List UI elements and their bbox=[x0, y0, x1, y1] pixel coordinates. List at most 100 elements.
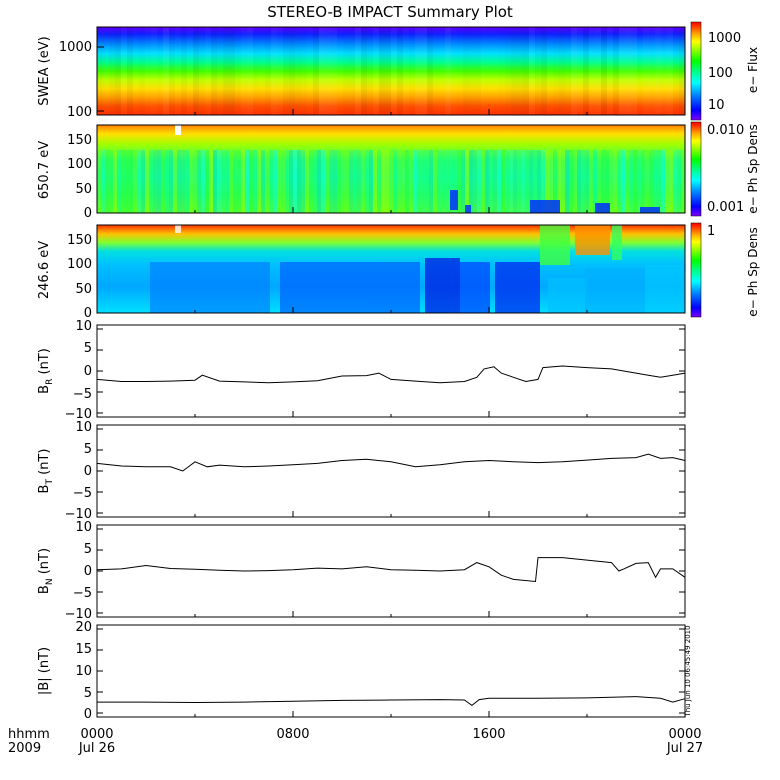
swea-bin bbox=[277, 27, 283, 115]
swea-bin bbox=[343, 27, 349, 115]
swea-bin bbox=[193, 27, 199, 115]
bn-panel: 10 5 0 −5 −10 BN (nT) bbox=[37, 520, 686, 622]
pad650-bin bbox=[625, 150, 629, 213]
swea-bin bbox=[337, 27, 343, 115]
pad650-bin bbox=[465, 205, 471, 213]
pad650-bin bbox=[617, 150, 621, 213]
pad650-bin bbox=[269, 150, 273, 213]
pad650-bin bbox=[293, 150, 297, 213]
bmag-ytick-label: 20 bbox=[75, 620, 92, 635]
swea-colorbar bbox=[690, 21, 702, 121]
pad650-bin bbox=[217, 150, 221, 213]
swea-bin bbox=[445, 27, 451, 115]
pad650-bin bbox=[621, 150, 625, 213]
swea-bin bbox=[481, 27, 487, 115]
pad650-cbar-label: e− Ph Sp Dens bbox=[746, 124, 760, 213]
swea-cbar-label: e− Flux bbox=[746, 47, 760, 93]
swea-bin bbox=[427, 27, 433, 115]
swea-bin bbox=[595, 27, 601, 115]
pad650-bin bbox=[233, 150, 237, 213]
pad650-bin bbox=[677, 150, 681, 213]
pad650-bin bbox=[157, 150, 161, 213]
swea-bin bbox=[247, 27, 253, 115]
pad650-bin bbox=[281, 150, 285, 213]
pad650-bin bbox=[173, 150, 177, 213]
swea-bin bbox=[127, 27, 133, 115]
pad650-panel: 150 100 50 0 650.7 eV 0.010 0.001 e− Ph … bbox=[37, 121, 760, 221]
swea-bin bbox=[349, 27, 355, 115]
br-panel: 10 5 0 −5 −10 BR (nT) bbox=[37, 319, 686, 422]
bn-ylabel: BN (nT) bbox=[37, 548, 55, 594]
pad650-bin bbox=[309, 150, 313, 213]
pad650-bin bbox=[141, 150, 145, 213]
pad246-cbar-tick: 1 bbox=[707, 224, 715, 239]
pad246-cbar-label: e− Ph Sp Dens bbox=[746, 227, 760, 316]
hhmm-label: hhmm bbox=[8, 727, 50, 742]
swea-bin bbox=[403, 27, 409, 115]
bn-ytick-label: −5 bbox=[73, 586, 92, 601]
swea-bin bbox=[211, 27, 217, 115]
pad650-bin bbox=[537, 150, 541, 213]
pad650-bin bbox=[425, 150, 429, 213]
pad650-bin bbox=[477, 150, 481, 213]
pad650-bin bbox=[273, 150, 277, 213]
pad650-bin bbox=[449, 150, 453, 213]
pad246-ytick-label: 50 bbox=[75, 282, 92, 297]
pad246-bin bbox=[460, 262, 490, 313]
swea-texture bbox=[103, 27, 685, 115]
pad650-bin bbox=[265, 150, 269, 213]
pad650-bin bbox=[517, 150, 521, 213]
swea-bin bbox=[133, 27, 139, 115]
pad650-bin bbox=[489, 150, 493, 213]
pad650-bin bbox=[661, 150, 665, 213]
pad650-bin bbox=[321, 150, 325, 213]
bn-ticks bbox=[97, 528, 685, 614]
pad650-bin bbox=[405, 150, 409, 213]
xtick-date-label: Jul 27 bbox=[666, 741, 703, 756]
br-ytick-label: 10 bbox=[75, 319, 92, 334]
pad650-bin bbox=[113, 150, 117, 213]
pad650-bin bbox=[553, 150, 557, 213]
swea-bin bbox=[571, 27, 577, 115]
bmag-frame bbox=[96, 624, 686, 718]
pad650-bin bbox=[325, 150, 329, 213]
swea-ylabel: SWEA (eV) bbox=[37, 36, 52, 105]
swea-ytick-label: 1000 bbox=[59, 40, 92, 55]
bt-ticks bbox=[97, 428, 685, 514]
bmag-ylabel: |B| (nT) bbox=[37, 647, 52, 695]
pad650-bin bbox=[593, 150, 597, 213]
pad650-bin bbox=[341, 150, 345, 213]
swea-bin bbox=[385, 27, 391, 115]
bmag-ytick-label: 0 bbox=[84, 707, 92, 722]
pad650-bin bbox=[493, 150, 497, 213]
pad650-bin bbox=[505, 150, 509, 213]
pad650-bin bbox=[229, 150, 233, 213]
swea-ytick-label: 100 bbox=[67, 105, 92, 120]
pad650-bin bbox=[549, 150, 553, 213]
pad650-bin bbox=[393, 150, 397, 213]
swea-bin bbox=[289, 27, 295, 115]
pad650-bin bbox=[649, 150, 653, 213]
swea-bin bbox=[319, 27, 325, 115]
bmag-panel: 20 15 10 5 0 |B| (nT) Thu Jun 10 06:45:4… bbox=[37, 620, 692, 722]
swea-bin bbox=[103, 27, 109, 115]
bn-ytick-label: 0 bbox=[84, 564, 92, 579]
pad650-bin bbox=[569, 150, 573, 213]
pad650-bin bbox=[640, 207, 660, 213]
swea-bin bbox=[583, 27, 589, 115]
bn-ytick-label: 5 bbox=[84, 542, 92, 557]
swea-bin bbox=[649, 27, 655, 115]
xtick-time-label: 1600 bbox=[472, 727, 505, 742]
pad650-bin bbox=[161, 150, 165, 213]
pad650-cbar-tick: 0.010 bbox=[707, 123, 744, 138]
swea-bin bbox=[409, 27, 415, 115]
pad650-bin bbox=[381, 150, 385, 213]
pad246-bin bbox=[280, 262, 420, 313]
pad650-bin bbox=[209, 150, 213, 213]
bt-ytick-label: 0 bbox=[84, 464, 92, 479]
pad650-bin bbox=[137, 150, 141, 213]
swea-bin bbox=[361, 27, 367, 115]
pad650-bin bbox=[109, 150, 113, 213]
